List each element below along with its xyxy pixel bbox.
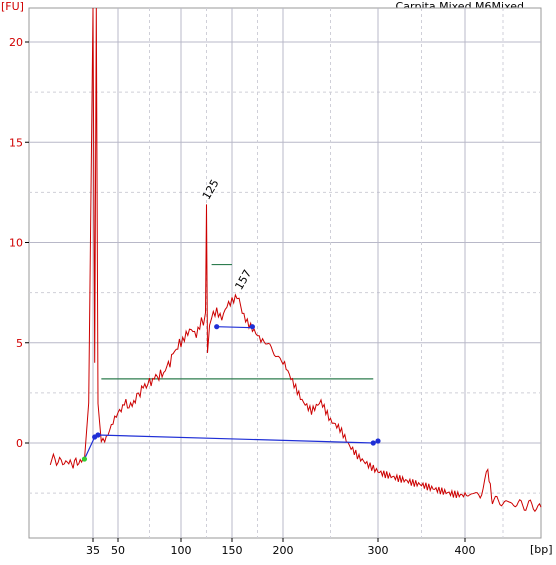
region-marker <box>216 326 253 329</box>
baseline-group <box>81 324 381 462</box>
x-tick-label: 50 <box>111 544 125 557</box>
plot-area <box>28 7 542 539</box>
y-tick-label: 20 <box>9 36 23 49</box>
trace-line <box>49 7 542 513</box>
x-axis-unit-label: [bp] <box>530 543 553 556</box>
region-marker-point <box>249 324 255 330</box>
x-tick-label: 300 <box>368 544 389 557</box>
region-marker-point <box>214 324 220 330</box>
y-axis-unit-label: [FU] <box>1 0 24 13</box>
y-tick-label: 15 <box>9 136 23 149</box>
x-axis: 35 50 100 150 200 300 400 <box>86 538 476 557</box>
x-tick-label: 150 <box>222 544 243 557</box>
y-tick-label: 10 <box>9 237 23 250</box>
trace-group <box>49 7 542 513</box>
baseline-marker <box>95 432 101 438</box>
x-tick-label: 35 <box>86 544 100 557</box>
baseline-marker <box>81 456 88 462</box>
baseline-marker <box>375 438 381 444</box>
y-axis: 0 5 10 15 20 <box>9 36 29 450</box>
baseline-marker <box>370 440 376 446</box>
x-tick-label: 200 <box>273 544 294 557</box>
grid <box>28 7 542 539</box>
x-tick-label: 400 <box>455 544 476 557</box>
y-tick-label: 0 <box>16 437 23 450</box>
x-tick-label: 100 <box>171 544 192 557</box>
y-tick-label: 5 <box>16 337 23 350</box>
region-lines <box>101 263 374 380</box>
